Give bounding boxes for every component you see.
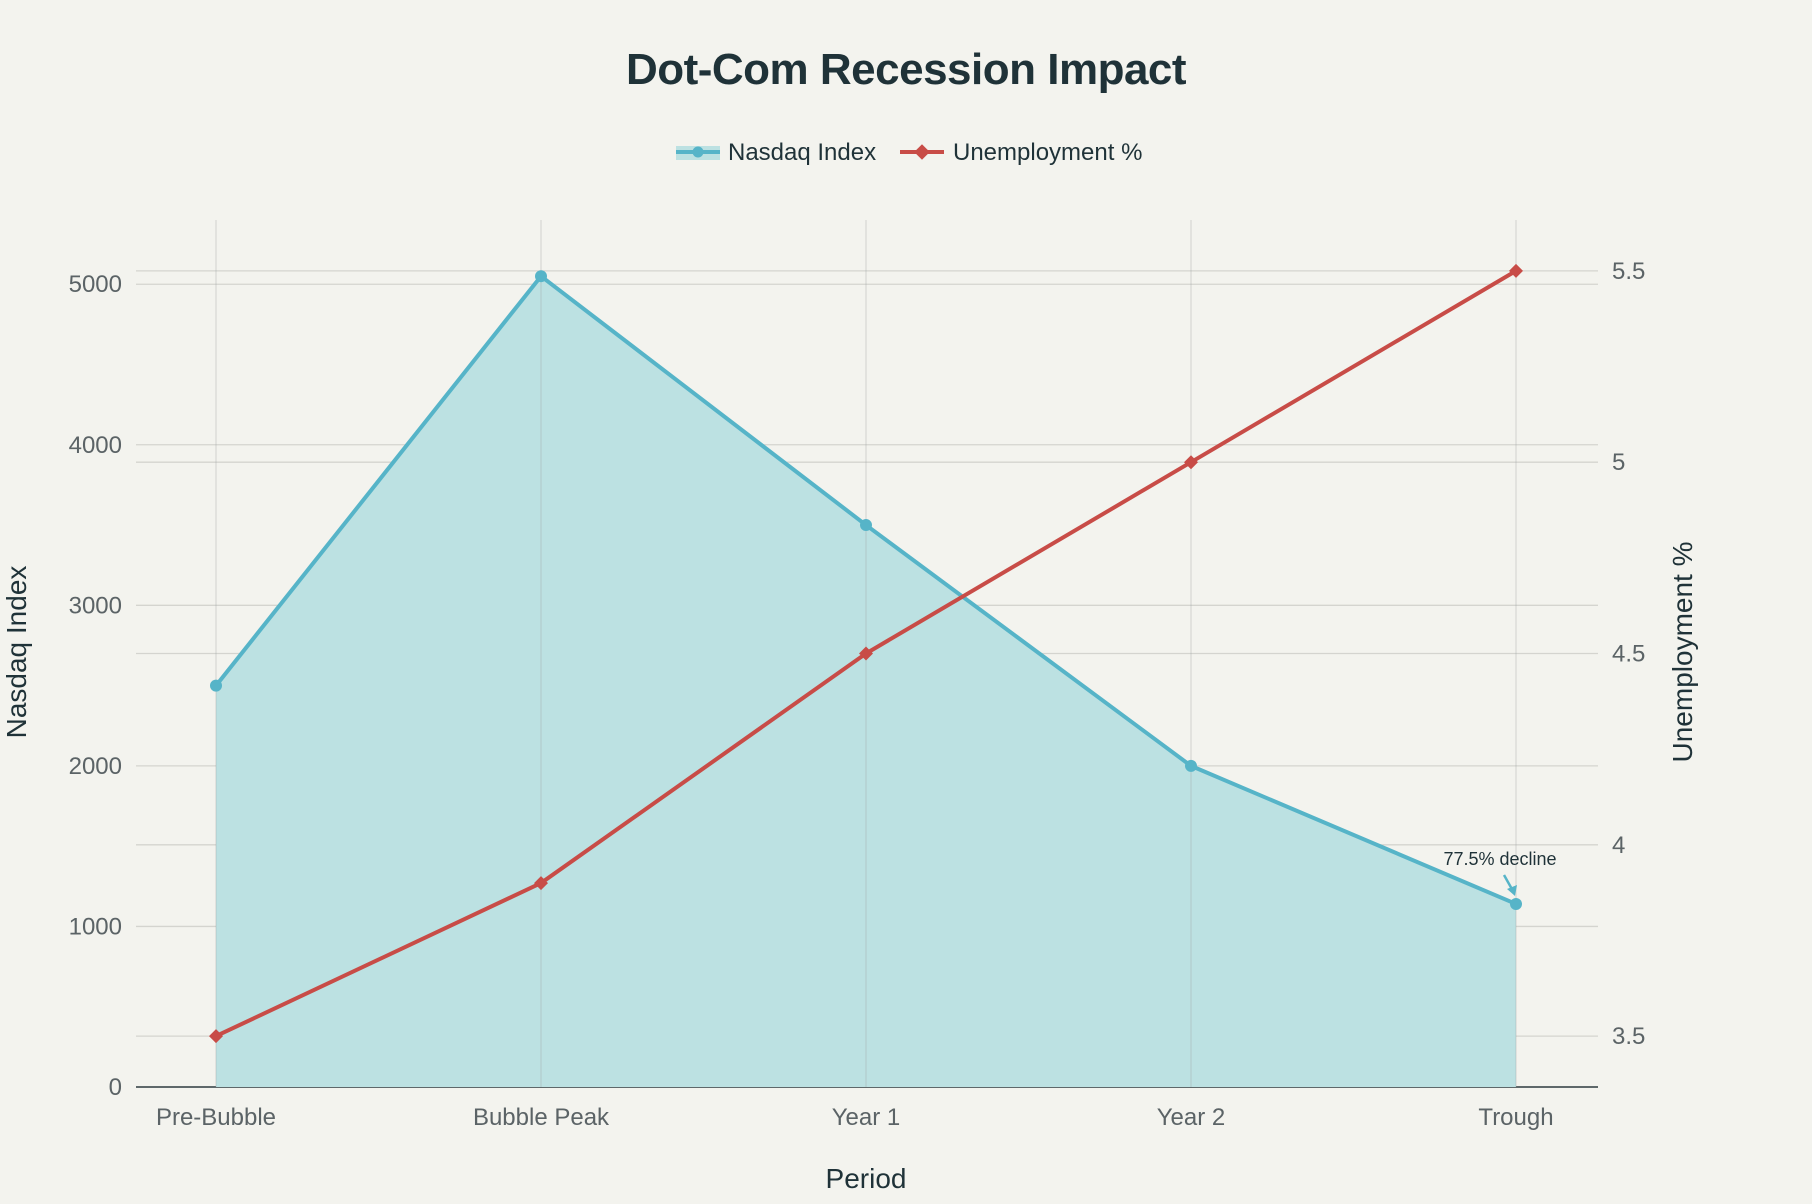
- vertical-gridlines: [215, 220, 1517, 1087]
- series-markers: [209, 263, 1523, 1044]
- x-tick-label-2: Year 1: [832, 1104, 901, 1131]
- unemployment-point-1: [534, 876, 548, 891]
- y2-tick-label-4.5: 4.5: [1612, 641, 1645, 668]
- annotations: 77.5% decline: [1443, 849, 1557, 896]
- y2-tick-label-5: 5: [1612, 449, 1625, 476]
- legend-marker-nasdaq: [692, 146, 704, 158]
- y2-tick-label-4: 4: [1612, 832, 1625, 859]
- y-tick-label-1000: 1000: [69, 913, 122, 940]
- unemployment-point-2: [859, 646, 873, 661]
- nasdaq-point-1: [535, 270, 547, 283]
- x-tick-label-3: Year 2: [1157, 1104, 1226, 1131]
- nasdaq-point-2: [860, 519, 872, 532]
- legend-marker-unemployment: [914, 144, 930, 160]
- nasdaq-point-0: [210, 679, 222, 692]
- y-tick-label-2000: 2000: [69, 753, 122, 780]
- y2-tick-label-5.5: 5.5: [1612, 258, 1645, 285]
- x-axis-title: Period: [826, 1163, 907, 1194]
- x-tick-label-1: Bubble Peak: [473, 1104, 610, 1131]
- nasdaq-point-3: [1185, 759, 1197, 772]
- tick-labels: 0 1000 2000 3000 4000 5000 3.5 4 4.5 5 5.5 Pre-Bubb…: [69, 258, 1646, 1131]
- legend-item-nasdaq[interactable]: Nasdaq Index: [676, 139, 876, 166]
- y-tick-label-4000: 4000: [69, 432, 122, 459]
- legend-item-unemployment[interactable]: Unemployment %: [900, 139, 1142, 166]
- y-axis-title: Nasdaq Index: [1, 566, 32, 739]
- legend-label-unemployment: Unemployment %: [953, 139, 1142, 166]
- y-tick-label-5000: 5000: [69, 271, 122, 298]
- unemployment-point-3: [1184, 455, 1198, 470]
- y2-tick-label-3.5: 3.5: [1612, 1023, 1645, 1050]
- x-tick-label-0: Pre-Bubble: [156, 1104, 276, 1131]
- legend: Nasdaq Index Unemployment %: [676, 139, 1142, 166]
- annotation-text-0: 77.5% decline: [1443, 849, 1556, 869]
- legend-label-nasdaq: Nasdaq Index: [728, 139, 876, 166]
- chart-title: Dot-Com Recession Impact: [626, 45, 1187, 94]
- x-tick-label-4: Trough: [1478, 1104, 1553, 1131]
- annotation-arrow-head-0: [1507, 884, 1517, 896]
- y2-axis-title: Unemployment %: [1667, 542, 1698, 763]
- y-tick-label-0: 0: [109, 1074, 122, 1101]
- y-tick-label-3000: 3000: [69, 592, 122, 619]
- unemployment-point-4: [1509, 263, 1523, 278]
- unemployment-point-0: [209, 1029, 223, 1044]
- nasdaq-point-4: [1510, 897, 1522, 910]
